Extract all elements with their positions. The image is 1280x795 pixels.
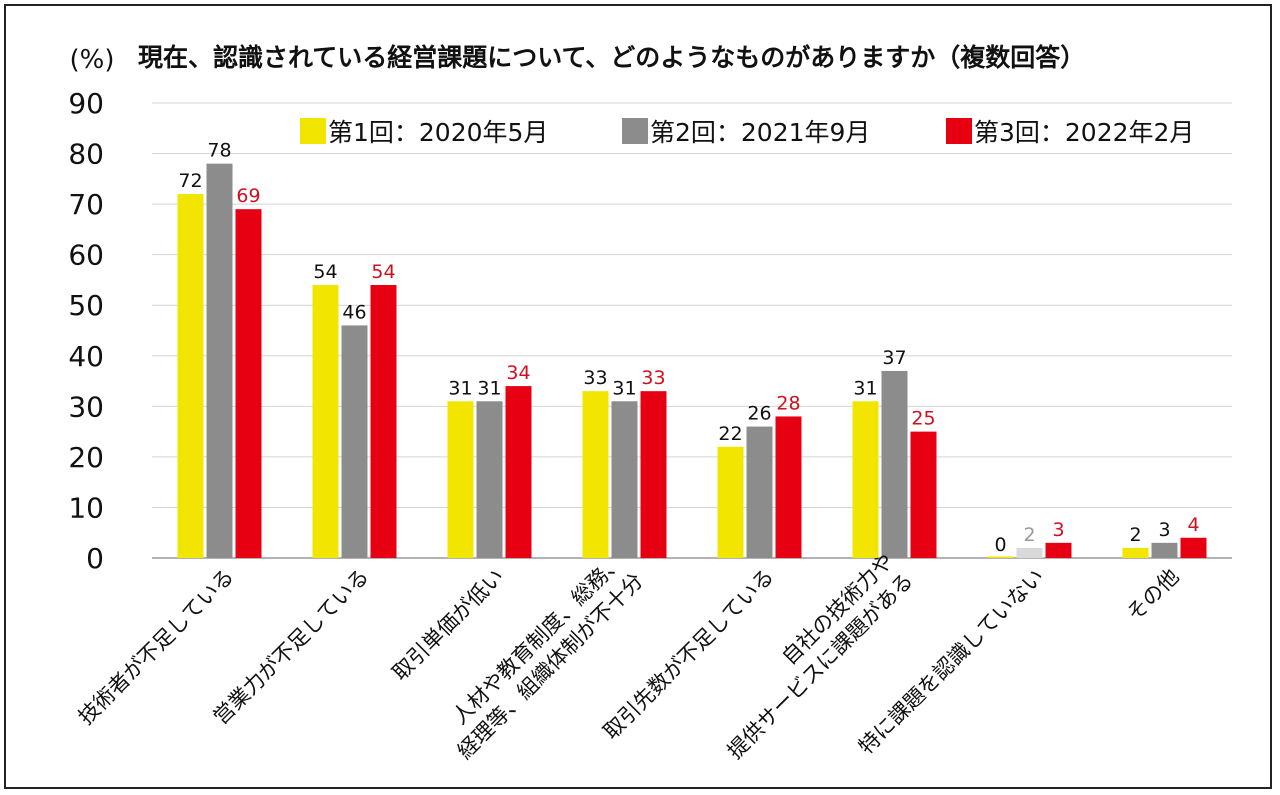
bar	[177, 194, 204, 558]
data-label: 31	[612, 377, 636, 399]
bar	[341, 325, 368, 558]
y-tick-label: 0	[86, 542, 104, 575]
bar	[852, 401, 879, 558]
data-label: 2	[1129, 524, 1141, 546]
y-tick-label: 10	[68, 491, 104, 524]
bar	[1122, 547, 1149, 558]
data-label: 54	[371, 261, 395, 283]
data-label: 25	[911, 408, 935, 430]
y-axis-ticks: 0 10 20 30 40 50 60 70 80 90	[68, 87, 104, 575]
bar	[717, 446, 744, 558]
y-tick-label: 80	[68, 138, 104, 171]
data-label: 26	[747, 403, 771, 425]
data-label: 78	[207, 140, 231, 162]
bar	[505, 386, 532, 558]
bar	[370, 285, 397, 558]
bar	[1016, 547, 1043, 558]
legend-swatch	[946, 118, 972, 144]
bar	[881, 370, 908, 558]
x-tick-label-line: 営業力が不足している	[209, 564, 374, 729]
data-label: 31	[477, 377, 501, 399]
data-label: 2	[1023, 524, 1035, 546]
bar	[1045, 542, 1072, 558]
data-label: 22	[718, 423, 742, 445]
y-tick-label: 90	[68, 87, 104, 120]
x-tick-label-line: 人材や教育制度、総務、	[448, 549, 628, 729]
bar	[611, 401, 638, 558]
x-tick-label: 技術者が不足している	[74, 564, 239, 729]
y-tick-label: 60	[68, 239, 104, 272]
x-tick-label-line: その他	[1122, 564, 1184, 626]
data-label: 4	[1187, 514, 1199, 536]
data-label: 33	[641, 367, 665, 389]
legend-label: 第1回：2020年5月	[328, 118, 548, 147]
bars	[177, 163, 1207, 558]
data-label: 33	[583, 367, 607, 389]
bar	[206, 163, 233, 558]
chart-title: 現在、認識されている経営課題について、どのようなものがありますか（複数回答）	[138, 43, 1085, 72]
bar	[312, 285, 339, 558]
bar	[987, 556, 1014, 558]
bar	[447, 401, 474, 558]
data-label: 28	[776, 392, 800, 414]
y-axis-unit: (%)	[70, 45, 115, 75]
data-label: 31	[448, 377, 472, 399]
x-tick-label: その他	[1122, 564, 1184, 626]
data-label: 3	[1158, 519, 1170, 541]
bar	[746, 426, 773, 558]
data-label: 31	[853, 377, 877, 399]
bar	[1151, 542, 1178, 558]
bar	[476, 401, 503, 558]
bar	[640, 391, 667, 558]
data-label: 72	[178, 170, 202, 192]
data-label: 3	[1052, 519, 1064, 541]
legend: 第1回：2020年5月 第2回：2021年9月 第3回：2022年2月	[300, 118, 1194, 147]
x-tick-label-line: 取引単価が低い	[388, 564, 509, 685]
y-tick-label: 40	[68, 340, 104, 373]
x-tick-label: 取引単価が低い	[388, 564, 509, 685]
bar	[775, 416, 802, 558]
x-tick-label: 営業力が不足している	[209, 564, 374, 729]
x-tick-label-line: 技術者が不足している	[74, 564, 239, 729]
bar	[910, 431, 937, 558]
legend-swatch	[300, 118, 326, 144]
data-label: 34	[506, 362, 530, 384]
bar	[1180, 537, 1207, 558]
data-label: 54	[313, 261, 337, 283]
data-label: 69	[236, 185, 260, 207]
y-tick-label: 30	[68, 390, 104, 423]
legend-label: 第2回：2021年9月	[650, 118, 870, 147]
legend-swatch	[622, 118, 648, 144]
data-label: 0	[994, 534, 1006, 556]
y-tick-label: 20	[68, 441, 104, 474]
bar	[235, 209, 262, 558]
y-tick-label: 70	[68, 188, 104, 221]
bar	[582, 391, 609, 558]
y-tick-label: 50	[68, 289, 104, 322]
legend-label: 第3回：2022年2月	[974, 118, 1194, 147]
data-label: 46	[342, 301, 366, 323]
data-label: 37	[882, 347, 906, 369]
